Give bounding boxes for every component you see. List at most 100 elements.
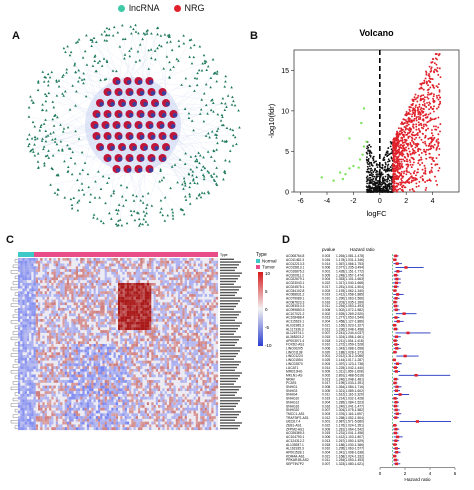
lncrna-node bbox=[213, 71, 217, 74]
heatmap-cell bbox=[129, 327, 132, 331]
heatmap-cell bbox=[131, 288, 134, 292]
heatmap-cell bbox=[209, 332, 212, 336]
heatmap-cell bbox=[186, 332, 190, 336]
point-up bbox=[409, 161, 412, 163]
point-up bbox=[408, 171, 410, 174]
heatmap-cell bbox=[60, 277, 63, 281]
heatmap-cell bbox=[158, 263, 161, 267]
heatmap-cell bbox=[153, 296, 156, 300]
heatmap-cell bbox=[189, 296, 192, 300]
heatmap-cell bbox=[66, 310, 70, 314]
heatmap-cell bbox=[182, 291, 185, 295]
heatmap-cell bbox=[126, 299, 130, 303]
heatmap-cell bbox=[86, 321, 90, 325]
heatmap-cell bbox=[118, 299, 121, 303]
point-up bbox=[437, 138, 440, 141]
nrg-node-core bbox=[161, 135, 167, 140]
heatmap-cell bbox=[126, 271, 130, 275]
point-ns bbox=[382, 176, 385, 179]
heatmap-cell bbox=[195, 294, 199, 297]
heatmap-cell bbox=[100, 302, 103, 306]
heatmap-cell bbox=[51, 310, 54, 314]
heatmap-cell bbox=[184, 338, 187, 342]
heatmap-cell bbox=[71, 277, 74, 281]
heatmap-cell bbox=[35, 313, 39, 317]
lncrna-node bbox=[123, 53, 127, 56]
lncrna-node bbox=[46, 72, 50, 76]
lncrna-node bbox=[212, 101, 215, 104]
heatmap-cell bbox=[106, 288, 110, 292]
heatmap-cell bbox=[75, 302, 79, 306]
lncrna-node bbox=[215, 70, 219, 73]
heatmap-cell bbox=[180, 294, 183, 297]
heatmap-cell bbox=[69, 307, 72, 311]
heatmap-cell bbox=[102, 269, 105, 272]
nrg-node-core bbox=[106, 157, 112, 162]
heatmap-cell bbox=[153, 285, 156, 289]
heatmap-cell bbox=[171, 338, 174, 342]
lncrna-node bbox=[146, 28, 149, 32]
lncrna-node bbox=[168, 75, 171, 79]
point-up bbox=[437, 116, 440, 119]
heatmap-cell bbox=[173, 288, 176, 292]
heatmap-cell bbox=[133, 335, 136, 339]
heatmap-cell bbox=[40, 285, 43, 289]
heatmap-cell bbox=[115, 327, 119, 331]
heatmap-cell bbox=[33, 305, 36, 309]
heatmap-cell bbox=[91, 271, 94, 275]
heatmap-cell bbox=[71, 316, 74, 320]
heatmap-cell bbox=[171, 335, 174, 339]
heatmap-cell bbox=[84, 302, 87, 306]
point-up bbox=[418, 123, 421, 126]
heatmap-cell bbox=[102, 302, 105, 306]
heatmap-cell bbox=[22, 271, 25, 275]
heatmap-cell bbox=[151, 299, 154, 303]
heatmap-cell bbox=[51, 324, 54, 328]
heatmap-cell bbox=[31, 258, 34, 261]
point-up bbox=[410, 115, 413, 118]
point-ns bbox=[376, 179, 379, 182]
heatmap-cell bbox=[111, 269, 114, 272]
point-up bbox=[429, 112, 432, 115]
heatmap-cell bbox=[155, 258, 159, 261]
heatmap-cell bbox=[24, 258, 27, 261]
heatmap-cell bbox=[140, 313, 143, 317]
heatmap-cell bbox=[58, 271, 61, 275]
heatmap-cell bbox=[129, 277, 132, 281]
heatmap-cell bbox=[113, 321, 116, 325]
heatmap-cell bbox=[55, 319, 59, 322]
lncrna-node bbox=[225, 105, 228, 108]
heatmap-cell bbox=[113, 335, 116, 339]
lncrna-node bbox=[215, 80, 219, 83]
heatmap-cell bbox=[140, 282, 143, 286]
heatmap-cell bbox=[124, 338, 127, 342]
heatmap-cell bbox=[78, 313, 81, 317]
heatmap-cell bbox=[193, 291, 196, 295]
heatmap-cell bbox=[111, 327, 114, 331]
heatmap-cell bbox=[129, 313, 132, 317]
point-ns bbox=[384, 175, 387, 178]
heatmap-cell bbox=[42, 288, 45, 292]
heatmap-cell bbox=[93, 263, 96, 267]
heatmap-cell bbox=[162, 280, 165, 284]
lncrna-node bbox=[36, 137, 39, 140]
heatmap-cell bbox=[184, 327, 187, 331]
point-up bbox=[414, 146, 417, 149]
heatmap-cell bbox=[209, 316, 212, 320]
heatmap-cell bbox=[51, 341, 54, 345]
heatmap-cell bbox=[60, 282, 63, 286]
heatmap-cell bbox=[202, 260, 205, 264]
heatmap-cell bbox=[135, 266, 139, 270]
heatmap-cell bbox=[38, 271, 41, 275]
x-tick-label: 2 bbox=[404, 198, 408, 205]
heatmap-cell bbox=[20, 263, 23, 267]
heatmap-cell bbox=[138, 288, 141, 292]
heatmap-cell bbox=[155, 305, 159, 309]
heatmap-cell bbox=[178, 282, 181, 286]
heatmap-cell bbox=[31, 324, 34, 328]
point-up bbox=[419, 113, 422, 116]
point-up bbox=[422, 125, 425, 128]
heatmap-cell bbox=[38, 321, 41, 325]
point-up bbox=[426, 101, 429, 104]
heatmap-cell bbox=[189, 319, 192, 322]
